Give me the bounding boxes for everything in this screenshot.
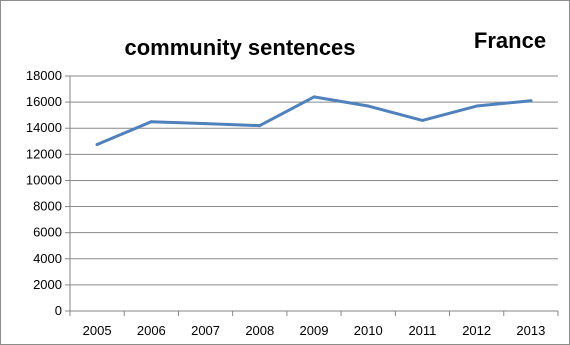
gridlines <box>70 75 558 286</box>
data-point <box>420 118 424 122</box>
series-line <box>95 95 533 147</box>
y-tick-label: 12000 <box>26 146 62 161</box>
data-point <box>366 104 370 108</box>
data-point <box>475 104 479 108</box>
y-tick-label: 6000 <box>33 225 62 240</box>
x-tick-label: 2011 <box>408 323 436 338</box>
y-axis-tick-labels: 0 2000 4000 6000 8000 10000 12000 14000 16000 180… <box>26 68 62 318</box>
data-point <box>95 143 99 147</box>
data-point <box>529 99 533 103</box>
x-tick-label: 2005 <box>83 323 112 338</box>
y-tick-label: 16000 <box>26 94 62 109</box>
data-point <box>258 124 262 128</box>
x-tick-label: 2010 <box>354 323 383 338</box>
y-tick-label: 2000 <box>33 277 62 292</box>
x-tick-label: 2009 <box>300 323 329 338</box>
y-tick-label: 14000 <box>26 120 62 135</box>
x-tick-label: 2006 <box>137 323 166 338</box>
y-tick-label: 0 <box>55 303 62 318</box>
x-tick-label: 2008 <box>245 323 274 338</box>
x-tick-label: 2007 <box>191 323 220 338</box>
x-axis-tick-labels: 2005 2006 2007 2008 2009 2010 2011 2012 2013 <box>83 323 546 338</box>
data-point <box>149 120 153 124</box>
data-point <box>312 95 316 99</box>
y-tick-label: 18000 <box>26 68 62 83</box>
country-annotation: France <box>474 28 546 53</box>
axes <box>65 75 559 316</box>
data-point <box>204 122 208 126</box>
x-tick-label: 2012 <box>462 323 491 338</box>
series-layer <box>95 95 533 147</box>
y-tick-label: 4000 <box>33 251 62 266</box>
y-tick-label: 10000 <box>26 172 62 187</box>
x-tick-label: 2013 <box>516 323 545 338</box>
chart-title: community sentences <box>124 35 355 60</box>
y-tick-label: 8000 <box>33 199 62 214</box>
